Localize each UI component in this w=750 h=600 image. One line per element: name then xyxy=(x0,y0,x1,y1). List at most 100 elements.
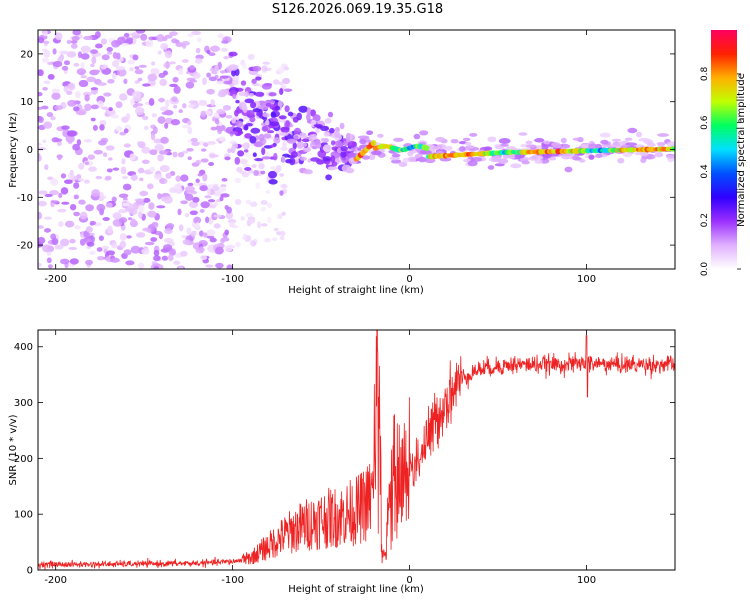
spectrogram-y-tick-label: 0 xyxy=(27,145,33,156)
heatmap-cell xyxy=(256,221,262,229)
heatmap-cell xyxy=(66,90,73,96)
heatmap-cell xyxy=(127,217,133,221)
snr-x-tick-label: -100 xyxy=(221,575,244,586)
heatmap-cell xyxy=(123,143,131,148)
heatmap-cell xyxy=(330,155,336,164)
heatmap-cell xyxy=(279,190,284,196)
heatmap-cell xyxy=(101,245,110,250)
heatmap-cell xyxy=(65,134,75,143)
heatmap-cell xyxy=(413,133,421,140)
heatmap-cell xyxy=(38,190,48,195)
heatmap-cell xyxy=(231,142,239,150)
heatmap-cell xyxy=(208,52,216,57)
heatmap-cell xyxy=(213,214,222,218)
heatmap-cell xyxy=(622,152,633,158)
heatmap-cell xyxy=(138,262,145,269)
heatmap-cell xyxy=(220,237,226,244)
heatmap-cell xyxy=(407,150,414,157)
heatmap-cell xyxy=(258,162,265,170)
heatmap-cell xyxy=(150,132,156,141)
heatmap-cell xyxy=(514,154,525,159)
heatmap-cell xyxy=(43,40,50,45)
heatmap-cell xyxy=(234,198,242,206)
heatmap-cell xyxy=(224,245,233,252)
heatmap-cell xyxy=(147,210,157,218)
heatmap-cell xyxy=(148,98,155,106)
heatmap-cell xyxy=(419,150,432,155)
heatmap-cell xyxy=(168,61,176,65)
heatmap-cell xyxy=(279,235,285,241)
heatmap-cell xyxy=(279,132,289,137)
heatmap-cell xyxy=(268,92,277,97)
heatmap-cell xyxy=(274,105,281,111)
heatmap-cell xyxy=(148,202,155,210)
heatmap-cell xyxy=(190,230,197,237)
heatmap-cell xyxy=(224,229,230,236)
heatmap-cell xyxy=(110,257,120,263)
heatmap-cell xyxy=(281,211,286,216)
heatmap-cell xyxy=(234,177,242,183)
heatmap-cell xyxy=(122,202,130,207)
heatmap-cell xyxy=(50,178,59,186)
heatmap-cell xyxy=(108,107,113,112)
heatmap-cell xyxy=(38,142,42,147)
heatmap-cell xyxy=(245,213,254,218)
heatmap-cell xyxy=(120,166,127,175)
heatmap-cell xyxy=(317,150,327,158)
heatmap-cell xyxy=(146,183,154,190)
heatmap-cell xyxy=(90,63,95,68)
colorbar-ticks: 0.0 0.2 0.4 0.6 0.8 xyxy=(700,66,741,276)
heatmap-cell xyxy=(63,179,73,184)
heatmap-cell xyxy=(166,223,175,229)
heatmap-cell xyxy=(242,142,250,150)
heatmap-cell xyxy=(391,153,401,158)
heatmap-cell xyxy=(262,61,270,65)
heatmap-cell xyxy=(73,211,80,217)
heatmap-cell xyxy=(66,130,77,137)
heatmap-cell xyxy=(600,139,609,145)
heatmap-cell xyxy=(144,125,149,131)
heatmap-cell xyxy=(208,204,217,209)
heatmap-cell xyxy=(221,40,229,44)
heatmap-cell xyxy=(204,195,212,199)
heatmap-cell xyxy=(72,143,80,151)
heatmap-cell xyxy=(213,201,218,207)
heatmap-cell xyxy=(282,140,287,148)
heatmap-cell xyxy=(267,170,278,179)
heatmap-cell xyxy=(185,185,195,193)
snr-y-label: SNR (10 * v/v) xyxy=(8,414,19,485)
heatmap-cell xyxy=(41,48,48,52)
heatmap-cell xyxy=(96,247,103,252)
spectrogram-x-tick-label: -200 xyxy=(44,274,67,285)
heatmap-cell xyxy=(173,104,178,109)
heatmap-cell xyxy=(250,127,261,134)
heatmap-cell xyxy=(161,111,170,116)
heatmap-cell xyxy=(248,92,255,97)
heatmap-cell xyxy=(647,142,656,147)
heatmap-cell xyxy=(277,66,286,74)
heatmap-cell xyxy=(38,106,44,111)
heatmap-cell xyxy=(254,158,264,162)
heatmap-cell xyxy=(200,148,207,152)
heatmap-cell xyxy=(130,98,135,106)
heatmap-cell xyxy=(214,64,219,73)
heatmap-cell xyxy=(90,220,97,226)
heatmap-cell xyxy=(197,173,203,177)
heatmap-cell xyxy=(134,80,140,84)
heatmap-cell xyxy=(665,154,675,159)
heatmap-cell xyxy=(210,126,218,131)
heatmap-cell xyxy=(92,69,101,74)
heatmap-cell xyxy=(102,152,108,158)
snr-y-tick-label: 0 xyxy=(27,566,33,577)
heatmap-cell xyxy=(248,217,256,224)
heatmap-cell xyxy=(86,76,96,83)
heatmap-cell xyxy=(80,53,90,60)
heatmap-cell xyxy=(157,50,162,55)
heatmap-cell xyxy=(90,117,96,122)
heatmap-cell xyxy=(97,82,107,86)
heatmap-cell xyxy=(169,83,178,88)
heatmap-cell xyxy=(110,114,119,119)
heatmap-cell xyxy=(89,49,99,54)
heatmap-cell xyxy=(152,126,158,135)
